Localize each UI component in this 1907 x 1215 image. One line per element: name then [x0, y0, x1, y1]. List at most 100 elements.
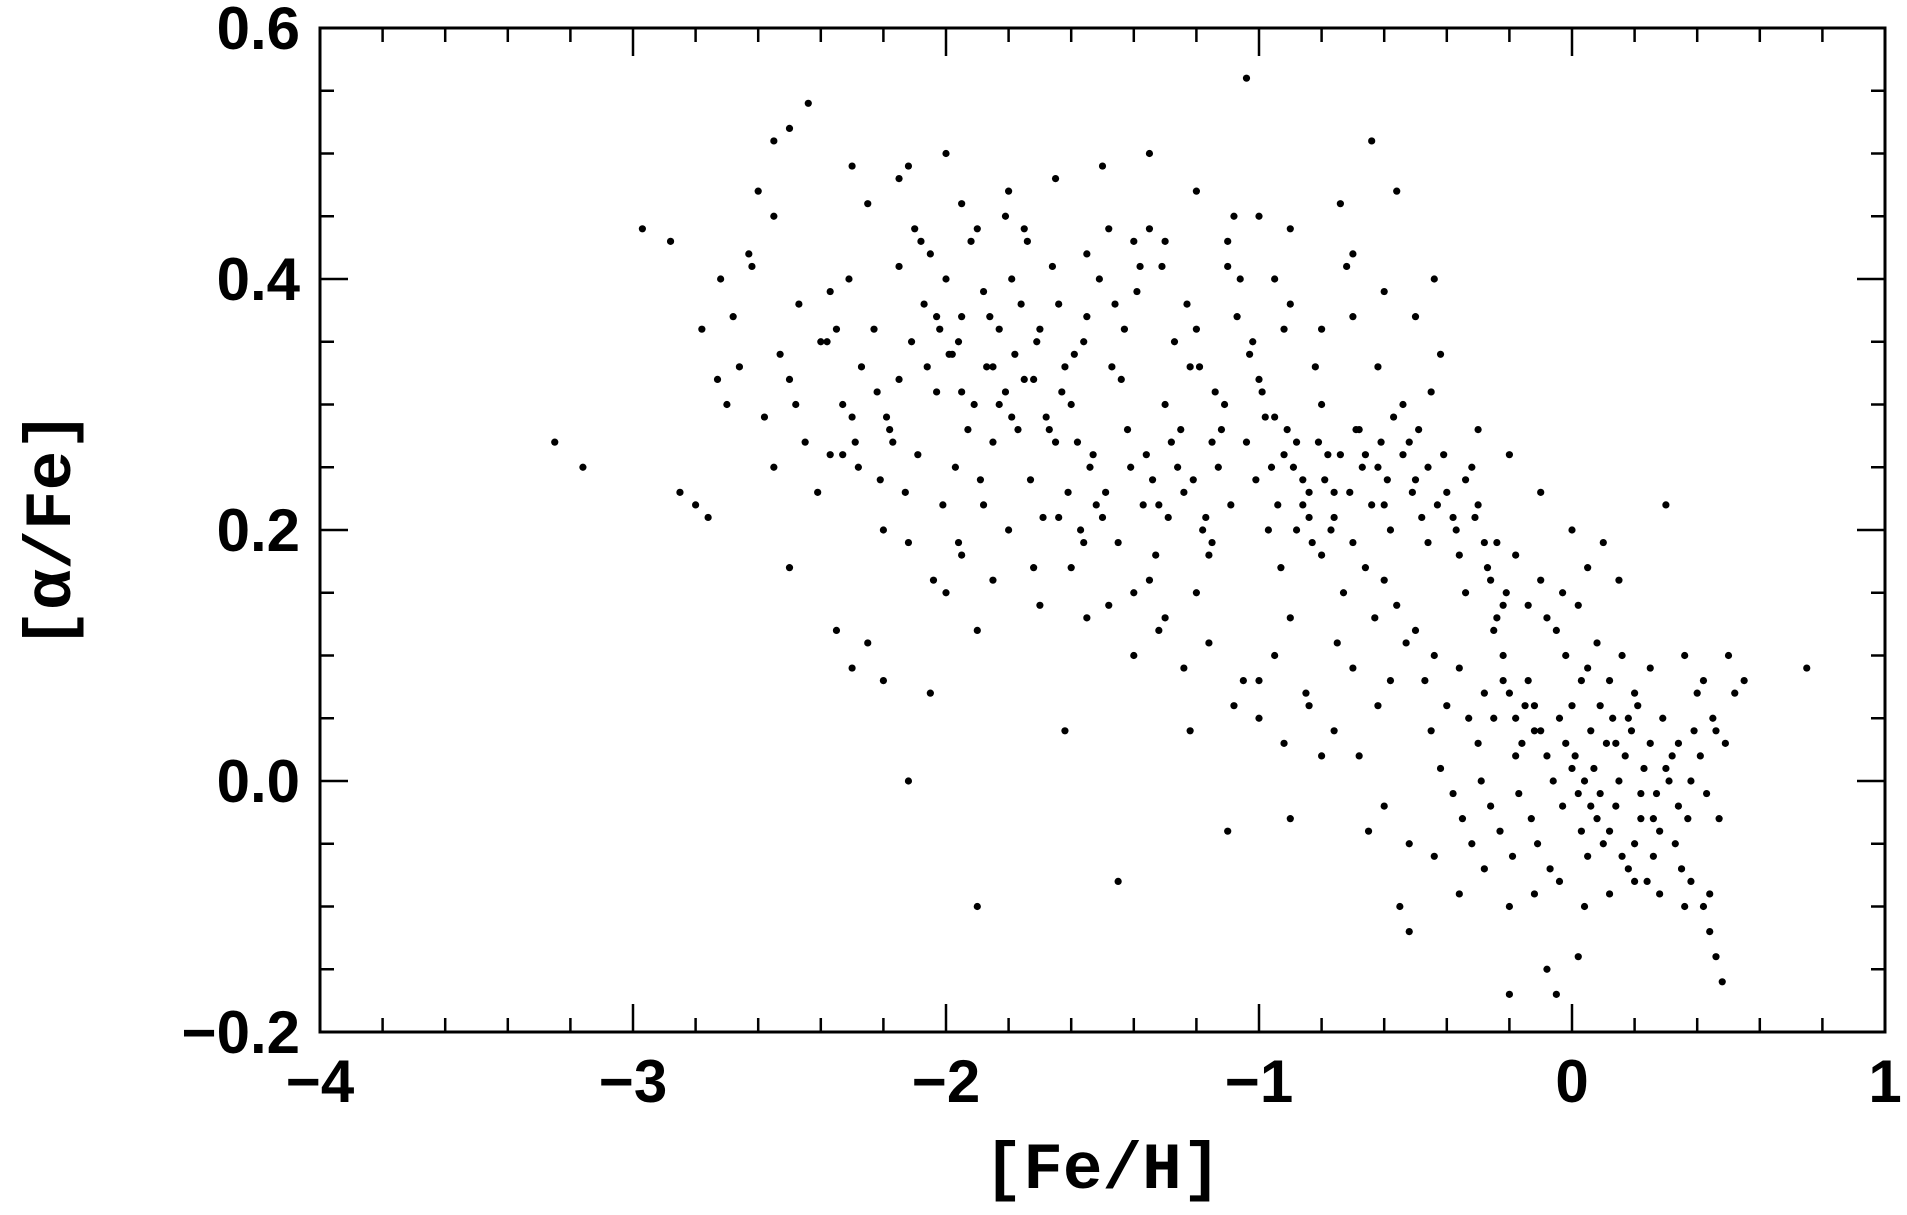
- data-point: [942, 149, 950, 158]
- data-point: [1371, 614, 1379, 622]
- data-point: [1483, 564, 1492, 572]
- data-point: [1130, 237, 1138, 245]
- data-point: [1518, 739, 1526, 747]
- data-point: [1061, 363, 1069, 371]
- data-point: [1612, 739, 1620, 747]
- data-point: [1199, 526, 1207, 534]
- data-point: [1083, 250, 1091, 258]
- data-point: [1377, 438, 1385, 446]
- data-point: [1174, 463, 1182, 471]
- data-point: [973, 902, 981, 911]
- data-point: [1255, 212, 1263, 220]
- data-point: [1443, 488, 1451, 496]
- data-point: [1515, 789, 1523, 798]
- data-point: [1020, 375, 1028, 383]
- data-point: [1008, 275, 1016, 283]
- data-point: [1396, 902, 1404, 911]
- data-point: [851, 438, 859, 446]
- tick-labels: −4 −3 −2 −1 0 1 −0.2 0.0 0.2 0.4 0.6: [182, 0, 1902, 1115]
- data-point: [785, 375, 794, 383]
- data-point: [979, 501, 988, 509]
- data-point: [1139, 501, 1147, 509]
- x-tick-label: 0: [1555, 1048, 1588, 1115]
- data-point: [1646, 739, 1654, 747]
- data-point: [1624, 865, 1632, 873]
- data-point: [1161, 237, 1169, 245]
- data-point: [920, 300, 928, 308]
- data-point: [1286, 614, 1294, 622]
- data-point: [1308, 538, 1316, 547]
- data-point: [1305, 488, 1313, 496]
- data-point: [1552, 990, 1560, 998]
- data-point: [1227, 501, 1235, 509]
- data-point: [989, 363, 997, 371]
- data-point: [1336, 200, 1344, 208]
- data-point: [1026, 476, 1035, 484]
- data-point: [1299, 476, 1307, 484]
- data-point: [1380, 501, 1388, 509]
- data-point: [973, 225, 981, 233]
- data-point: [1236, 275, 1244, 283]
- data-point: [1527, 815, 1535, 823]
- data-point: [1687, 777, 1695, 785]
- data-point: [1474, 426, 1482, 434]
- data-point: [870, 325, 878, 333]
- data-point: [1493, 614, 1501, 622]
- data-point: [1058, 388, 1066, 396]
- data-point: [1280, 739, 1288, 747]
- data-point: [895, 262, 903, 271]
- data-point: [1255, 714, 1263, 722]
- data-point: [933, 388, 941, 396]
- data-point: [1715, 815, 1723, 823]
- data-point: [1292, 526, 1301, 534]
- data-point: [1286, 815, 1294, 823]
- data-point: [942, 275, 950, 283]
- data-point: [1634, 702, 1642, 710]
- data-point: [839, 400, 847, 409]
- plot-frame: [318, 26, 1887, 1034]
- data-point: [1659, 714, 1667, 722]
- data-point: [1468, 840, 1476, 848]
- data-point: [1023, 237, 1031, 245]
- data-point: [1505, 990, 1513, 998]
- data-point: [1568, 526, 1576, 534]
- data-point: [1205, 639, 1213, 647]
- data-point: [1505, 902, 1513, 911]
- data-point: [1051, 438, 1060, 446]
- data-point: [1562, 739, 1570, 747]
- data-point: [1656, 827, 1664, 835]
- data-point: [735, 363, 744, 371]
- data-point: [1349, 313, 1357, 321]
- data-point: [895, 375, 903, 383]
- data-point: [1712, 727, 1720, 735]
- data-point: [1393, 601, 1401, 609]
- data-point: [1521, 702, 1529, 710]
- data-point: [917, 237, 925, 245]
- data-point: [1076, 526, 1085, 534]
- data-point: [1502, 589, 1510, 597]
- data-point: [770, 137, 778, 145]
- data-point: [1170, 338, 1179, 346]
- data-point: [1286, 225, 1294, 233]
- data-point: [970, 400, 978, 409]
- data-point: [1646, 664, 1654, 672]
- x-tick-label: −2: [912, 1048, 980, 1115]
- data-point: [1155, 501, 1163, 509]
- data-point: [873, 388, 881, 396]
- data-point: [1195, 363, 1204, 371]
- data-point: [1145, 576, 1154, 584]
- data-point: [876, 476, 884, 484]
- data-point: [1386, 677, 1395, 685]
- data-point: [1283, 426, 1291, 434]
- data-point: [770, 212, 778, 220]
- data-point: [1214, 463, 1222, 471]
- data-point: [692, 501, 700, 509]
- data-point: [1580, 777, 1589, 785]
- data-point: [1433, 501, 1442, 509]
- data-point: [901, 488, 909, 496]
- data-point: [1455, 664, 1463, 672]
- data-point: [1599, 840, 1607, 848]
- data-point: [1255, 375, 1263, 383]
- data-point: [1803, 664, 1811, 672]
- data-point: [1220, 400, 1229, 409]
